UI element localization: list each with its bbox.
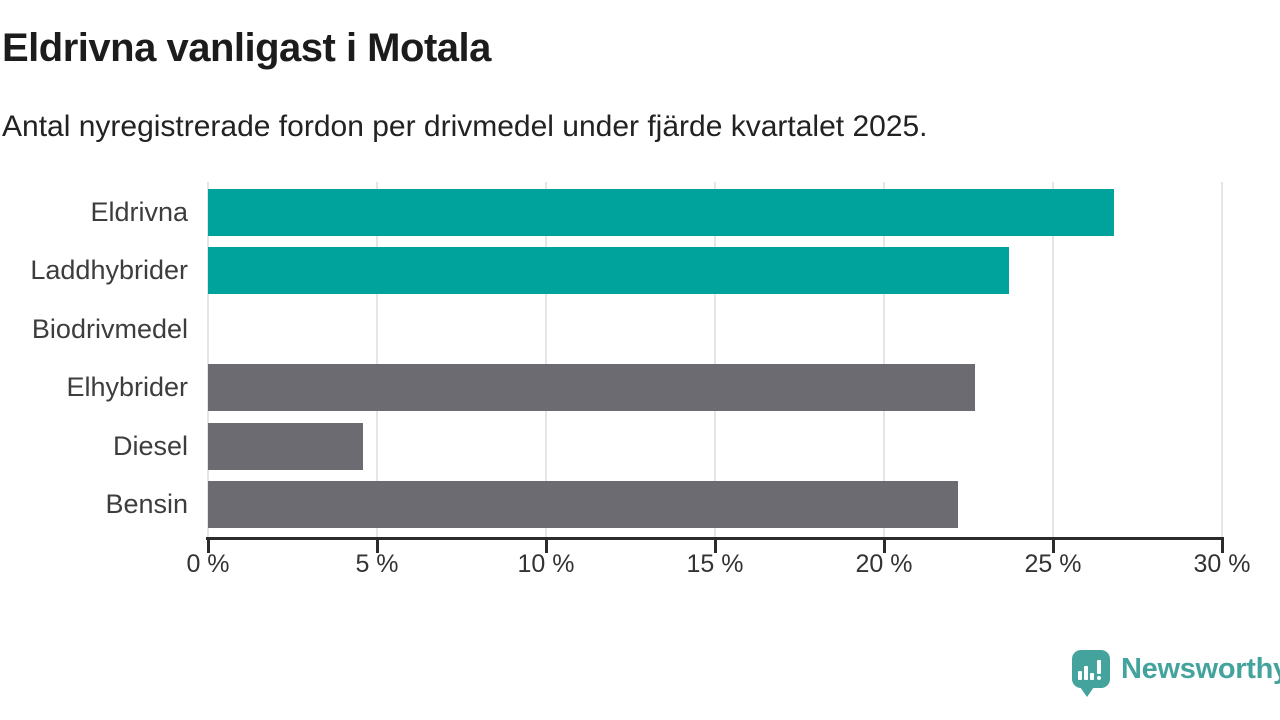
chart-subtitle: Antal nyregistrerade fordon per drivmede…: [2, 110, 928, 143]
x-axis-tick: [1052, 537, 1055, 553]
x-axis-tick-label: 30 %: [1193, 550, 1251, 578]
x-axis-tick-label: 0 %: [186, 550, 230, 578]
plot-area: 0 % 5 % 10 % 15 % 20 % 25 % 30 %: [186, 182, 1250, 578]
newsworthy-logo: Newsworthy: [1072, 650, 1280, 697]
x-axis-tick: [1221, 537, 1224, 553]
gridline: [1052, 182, 1054, 537]
logo-bar-small: [1078, 671, 1082, 680]
category-label: Diesel: [112, 431, 188, 461]
bar-bensin: [208, 481, 959, 528]
category-label: Bensin: [105, 489, 188, 519]
x-axis-tick-label: 20 %: [855, 550, 913, 578]
category-label: Biodrivmedel: [31, 314, 188, 344]
x-axis-tick-label: 25 %: [1024, 550, 1082, 578]
logo-bar-tall: [1084, 666, 1088, 680]
speech-bubble-tail-icon: [1080, 687, 1094, 697]
chart-title: Eldrivna vanligast i Motala: [2, 26, 491, 70]
gridline: [1221, 182, 1223, 537]
bar-diesel: [208, 423, 364, 470]
bar-elhybrider: [208, 364, 976, 411]
x-axis-tick: [714, 537, 717, 553]
gridline: [545, 182, 547, 537]
gridline: [883, 182, 885, 537]
category-label: Elhybrider: [66, 372, 188, 402]
category-label: Laddhybrider: [30, 255, 188, 285]
x-axis-tick-label: 5 %: [355, 550, 399, 578]
gridline: [376, 182, 378, 537]
x-axis-tick: [207, 537, 210, 553]
bar-chart-icon: [1078, 660, 1101, 680]
category-axis: Eldrivna Laddhybrider Biodrivmedel Elhybrid…: [0, 182, 188, 537]
x-axis-tick: [376, 537, 379, 553]
bar-laddhybrider: [208, 247, 1010, 294]
x-axis-tick-label: 15 %: [686, 550, 744, 578]
gridline: [714, 182, 716, 537]
newsworthy-logo-icon: [1072, 650, 1110, 697]
logo-bar-medium: [1090, 673, 1094, 680]
gridline: [207, 182, 209, 537]
x-axis-tick: [883, 537, 886, 553]
bar-eldrivna: [208, 189, 1114, 236]
newsworthy-wordmark: Newsworthy: [1121, 652, 1280, 685]
category-label: Eldrivna: [90, 197, 188, 227]
exclamation-icon: [1097, 660, 1101, 680]
x-axis-tick-label: 10 %: [517, 550, 575, 578]
x-axis-tick: [545, 537, 548, 553]
